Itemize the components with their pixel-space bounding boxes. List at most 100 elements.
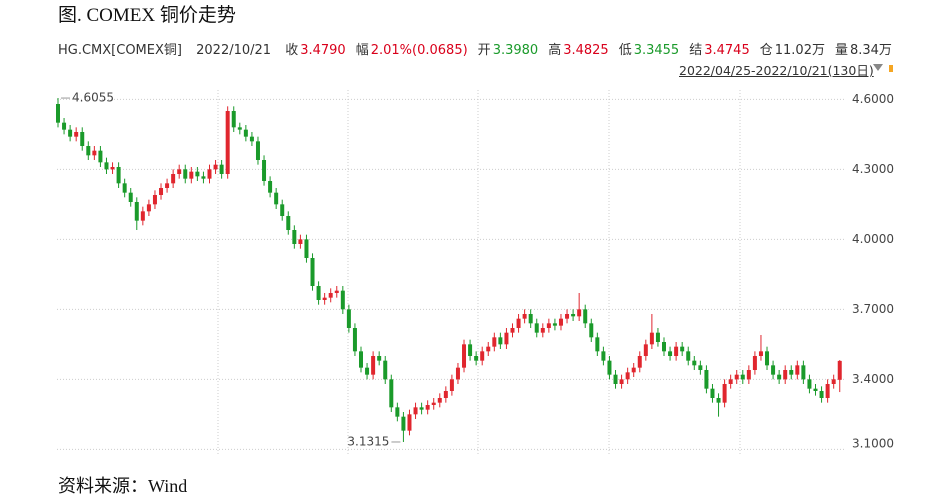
icon: [889, 65, 893, 72]
candle-body: [625, 372, 630, 380]
candle-body: [201, 176, 206, 179]
candle-body: [522, 314, 527, 319]
candle-body: [716, 398, 721, 403]
candle-body: [377, 356, 382, 361]
candle-body: [668, 351, 673, 356]
candle-body: [74, 132, 79, 137]
candle-body: [643, 344, 648, 356]
quote-text: 3.4745: [704, 43, 750, 58]
quote-text: 低: [618, 43, 632, 58]
dropdown-icon[interactable]: [873, 64, 883, 71]
candle-body: [328, 293, 333, 298]
candle-body: [825, 384, 830, 398]
candle-body: [425, 405, 430, 410]
candle-body: [462, 344, 467, 368]
candle-body: [152, 195, 157, 205]
candle-body: [655, 332, 660, 342]
candle-body: [637, 356, 642, 368]
candle-body: [589, 323, 594, 338]
candle-body: [583, 309, 588, 324]
candle-body: [577, 309, 582, 317]
min-annotation: 3.1315: [347, 434, 389, 448]
quote-text: 3.3455: [633, 43, 680, 58]
candle-body: [383, 360, 388, 380]
candle-body: [359, 351, 363, 368]
candle-body: [746, 370, 751, 380]
candle-body: [740, 374, 745, 380]
candle-body: [674, 346, 679, 356]
candle-body: [86, 146, 91, 156]
candle-body: [431, 402, 436, 405]
candle-body: [710, 388, 715, 398]
vertical-grid: [217, 90, 741, 454]
candle-body: [480, 351, 485, 361]
candle-body: [346, 309, 351, 328]
candle-body: [98, 150, 103, 163]
candle-body: [516, 318, 521, 328]
y-tick-label: 4.3000: [852, 162, 894, 176]
candle-body: [219, 164, 224, 174]
candle-body: [595, 337, 600, 352]
candle-body: [255, 141, 260, 160]
quote-item: 收 3.4790: [285, 43, 346, 58]
candle-body: [274, 192, 279, 205]
max-annotation: 4.6055: [72, 91, 114, 105]
quote-date: 2022/10/21: [196, 43, 272, 58]
candle-body: [389, 379, 394, 408]
candle-body: [56, 104, 60, 123]
candle-body: [334, 290, 339, 293]
candle-body: [146, 204, 151, 212]
quote-item: 低 3.3455: [619, 43, 680, 58]
candle-body: [807, 379, 812, 389]
candle-body: [171, 174, 176, 184]
candle-body: [407, 414, 412, 431]
candle-body: [728, 379, 733, 384]
candle-body: [413, 407, 418, 415]
quote-item: 结 3.4745: [689, 43, 750, 58]
candle-body: [195, 171, 200, 177]
candle-body: [758, 351, 763, 356]
quote-text: 结: [689, 43, 703, 58]
quote-text: 3.4825: [563, 43, 609, 58]
candle-body: [498, 337, 503, 345]
candle-body: [492, 337, 497, 347]
candle-body: [777, 374, 782, 380]
candle-body: [571, 314, 576, 317]
candle-body: [801, 365, 806, 380]
quote-text: 2.01%(0.0685): [370, 43, 468, 58]
candle-body: [213, 164, 218, 170]
candle-body: [286, 216, 291, 230]
candle-body: [262, 160, 267, 181]
candle-body: [619, 379, 624, 384]
candle-body: [565, 314, 570, 319]
candle-body: [401, 416, 406, 431]
candle-body: [613, 374, 618, 384]
candle-body: [704, 370, 709, 389]
candle-body: [292, 230, 297, 244]
candle-body: [316, 286, 321, 300]
candle-body: [231, 111, 236, 128]
quote-item: 仓 11.02万: [760, 43, 825, 58]
quote-text: 幅: [355, 43, 369, 58]
candle-body: [528, 314, 533, 324]
candle-body: [159, 188, 164, 195]
candle-body: [225, 111, 230, 174]
date-range[interactable]: 2022/04/25-2022/10/21(130日): [679, 63, 874, 78]
candle-body: [280, 204, 285, 216]
quote-text: 3.3980: [492, 43, 539, 58]
candle-body: [322, 297, 327, 300]
candle-body: [443, 391, 448, 398]
quote-item: 开 3.3980: [478, 43, 539, 58]
candle-body: [534, 323, 539, 333]
candle-body: [601, 351, 606, 361]
candle-body: [540, 328, 545, 333]
candle-body: [419, 407, 424, 410]
candle-body: [837, 360, 842, 380]
candle-body: [371, 356, 376, 375]
quote-item: 高 3.4825: [548, 43, 609, 58]
quote-text: 开: [477, 43, 491, 58]
candle-body: [128, 192, 133, 202]
candle-body: [183, 169, 188, 179]
